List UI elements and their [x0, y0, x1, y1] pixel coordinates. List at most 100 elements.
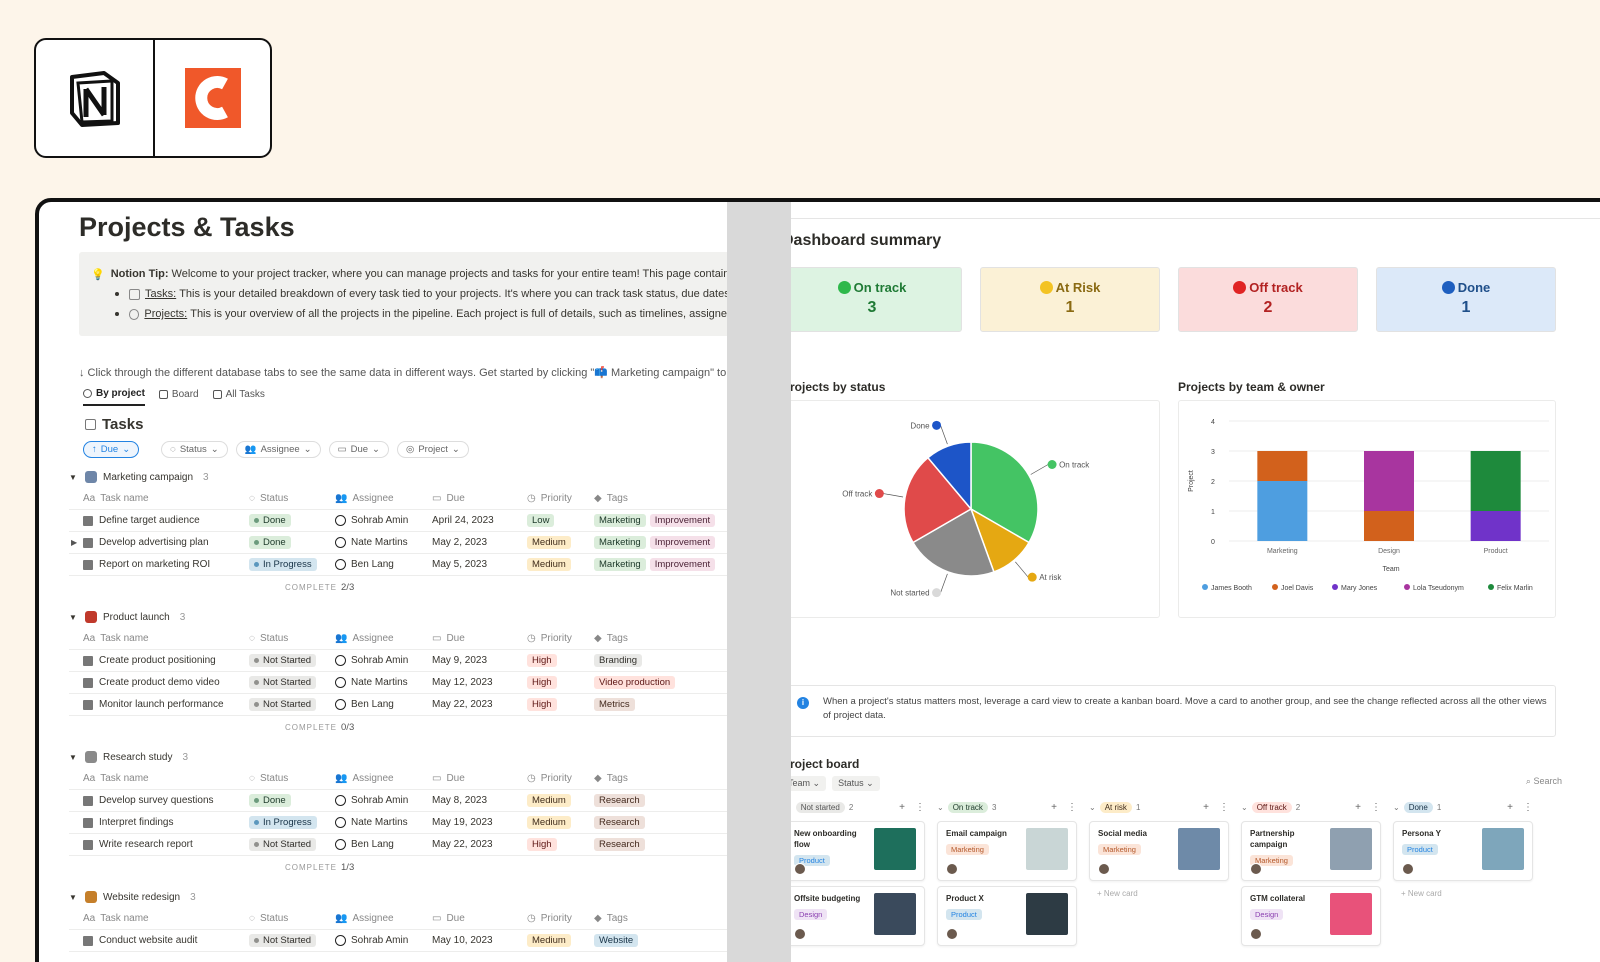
- project-filter[interactable]: ◎ Project ⌄: [397, 441, 469, 458]
- tags-header[interactable]: ◆ Tags: [594, 633, 744, 644]
- task-name-cell[interactable]: Develop advertising plan: [69, 537, 249, 548]
- tags-cell[interactable]: Branding: [594, 654, 744, 667]
- table-row[interactable]: ▶ Develop advertising plan Done Nate Martin…: [69, 532, 791, 554]
- status-card-on-track[interactable]: On track 3: [782, 267, 962, 332]
- chevron-down-icon[interactable]: ⌄: [1241, 802, 1248, 812]
- status-cell[interactable]: In Progress: [249, 816, 335, 829]
- priority-cell[interactable]: Low: [527, 514, 594, 527]
- collapse-triangle-icon[interactable]: ▼: [69, 892, 77, 902]
- task-name-cell[interactable]: Write research report: [69, 839, 249, 850]
- table-row[interactable]: Develop survey questions Done Sohrab Amin M…: [69, 790, 791, 812]
- tags-header[interactable]: ◆ Tags: [594, 913, 744, 924]
- status-header[interactable]: ◌ Status: [249, 493, 335, 504]
- tags-cell[interactable]: Marketing Improvement: [594, 514, 744, 527]
- assignee-cell[interactable]: Sohrab Amin: [335, 655, 432, 666]
- priority-cell[interactable]: Medium: [527, 934, 594, 947]
- status-cell[interactable]: Done: [249, 514, 335, 527]
- due-cell[interactable]: April 24, 2023: [432, 515, 494, 526]
- assignee-cell[interactable]: Ben Lang: [335, 559, 432, 570]
- status-cell[interactable]: Not Started: [249, 676, 335, 689]
- more-icon[interactable]: ⋮: [1067, 801, 1077, 813]
- plus-icon[interactable]: +: [1203, 801, 1209, 813]
- table-row[interactable]: Create product positioning Not Started Soh…: [69, 650, 791, 672]
- chevron-down-icon[interactable]: ⌄: [1393, 802, 1400, 812]
- project-card[interactable]: Offsite budgeting Design: [785, 886, 925, 946]
- task-name-header[interactable]: Aa Task name: [69, 633, 249, 644]
- task-name-cell[interactable]: Interpret findings: [69, 817, 249, 828]
- more-icon[interactable]: ⋮: [1523, 801, 1533, 813]
- assignee-filter[interactable]: 👥 Assignee ⌄: [235, 441, 321, 458]
- assignee-cell[interactable]: Nate Martins: [335, 817, 432, 828]
- status-cell[interactable]: In Progress: [249, 558, 335, 571]
- status-card-at-risk[interactable]: At Risk 1: [980, 267, 1160, 332]
- new-card-button[interactable]: + New card: [1097, 889, 1138, 898]
- priority-header[interactable]: ◷ Priority: [527, 913, 594, 924]
- project-card[interactable]: Email campaign Marketing: [937, 821, 1077, 881]
- priority-cell[interactable]: High: [527, 676, 594, 689]
- tags-cell[interactable]: Marketing Improvement: [594, 558, 744, 571]
- table-row[interactable]: Conduct website audit Not Started Sohrab A…: [69, 930, 791, 952]
- table-row[interactable]: Monitor launch performance Not Started Ben…: [69, 694, 791, 716]
- assignee-cell[interactable]: Ben Lang: [335, 699, 432, 710]
- task-name-cell[interactable]: Create product demo video: [69, 677, 249, 688]
- plus-icon[interactable]: +: [1507, 801, 1513, 813]
- task-name-header[interactable]: Aa Task name: [69, 913, 249, 924]
- assignee-header[interactable]: 👥 Assignee: [335, 493, 432, 504]
- status-cell[interactable]: Not Started: [249, 654, 335, 667]
- assignee-cell[interactable]: Sohrab Amin: [335, 795, 432, 806]
- task-name-cell[interactable]: Monitor launch performance: [69, 699, 249, 710]
- task-name-cell[interactable]: Define target audience: [69, 515, 249, 526]
- due-cell[interactable]: May 10, 2023: [432, 935, 493, 946]
- priority-cell[interactable]: Medium: [527, 794, 594, 807]
- group-header[interactable]: ▼ Product launch 3: [69, 606, 791, 628]
- due-cell[interactable]: May 12, 2023: [432, 677, 493, 688]
- more-icon[interactable]: ⋮: [1371, 801, 1381, 813]
- status-filter[interactable]: ◌ Status ⌄: [161, 441, 228, 458]
- assignee-cell[interactable]: Nate Martins: [335, 537, 432, 548]
- assignee-header[interactable]: 👥 Assignee: [335, 633, 432, 644]
- plus-icon[interactable]: +: [899, 801, 905, 813]
- tags-cell[interactable]: Metrics: [594, 698, 744, 711]
- collapse-triangle-icon[interactable]: ▼: [69, 472, 77, 482]
- due-cell[interactable]: May 8, 2023: [432, 795, 488, 806]
- due-filter[interactable]: ▭ Due ⌄: [328, 441, 390, 458]
- more-icon[interactable]: ⋮: [1219, 801, 1229, 813]
- tags-header[interactable]: ◆ Tags: [594, 493, 744, 504]
- due-header[interactable]: ▭ Due: [432, 633, 527, 644]
- assignee-cell[interactable]: Ben Lang: [335, 839, 432, 850]
- group-header[interactable]: ▼ Website redesign 3: [69, 886, 791, 908]
- due-cell[interactable]: May 2, 2023: [432, 537, 488, 548]
- collapse-triangle-icon[interactable]: ▼: [69, 612, 77, 622]
- priority-cell[interactable]: Medium: [527, 816, 594, 829]
- table-row[interactable]: Create product demo video Not Started Nate…: [69, 672, 791, 694]
- priority-header[interactable]: ◷ Priority: [527, 493, 594, 504]
- tags-cell[interactable]: Video production: [594, 676, 744, 689]
- priority-cell[interactable]: High: [527, 698, 594, 711]
- expand-arrow-icon[interactable]: ▶: [71, 538, 78, 547]
- tags-cell[interactable]: Marketing Improvement: [594, 536, 744, 549]
- project-card[interactable]: Social media Marketing: [1089, 821, 1229, 881]
- due-cell[interactable]: May 19, 2023: [432, 817, 493, 828]
- tab-board[interactable]: Board: [158, 388, 199, 406]
- status-card-off-track[interactable]: Off track 2: [1178, 267, 1358, 332]
- due-cell[interactable]: May 22, 2023: [432, 699, 493, 710]
- collapse-triangle-icon[interactable]: ▼: [69, 752, 77, 762]
- team-filter[interactable]: Team ⌄: [782, 776, 827, 791]
- assignee-cell[interactable]: Nate Martins: [335, 677, 432, 688]
- due-header[interactable]: ▭ Due: [432, 773, 527, 784]
- due-cell[interactable]: May 9, 2023: [432, 655, 488, 666]
- table-row[interactable]: Report on marketing ROI In Progress Ben La…: [69, 554, 791, 576]
- tags-cell[interactable]: Website: [594, 934, 744, 947]
- plus-icon[interactable]: +: [1355, 801, 1361, 813]
- status-header[interactable]: ◌ Status: [249, 913, 335, 924]
- tab-all-tasks[interactable]: All Tasks: [212, 388, 265, 406]
- tab-by-project[interactable]: By project: [83, 388, 145, 406]
- due-cell[interactable]: May 5, 2023: [432, 559, 488, 570]
- status-header[interactable]: ◌ Status: [249, 633, 335, 644]
- due-header[interactable]: ▭ Due: [432, 493, 527, 504]
- task-name-cell[interactable]: Report on marketing ROI: [69, 559, 249, 570]
- tags-cell[interactable]: Research: [594, 794, 744, 807]
- projects-link[interactable]: Projects:: [144, 308, 188, 320]
- due-header[interactable]: ▭ Due: [432, 913, 527, 924]
- group-header[interactable]: ▼ Marketing campaign 3: [69, 466, 791, 488]
